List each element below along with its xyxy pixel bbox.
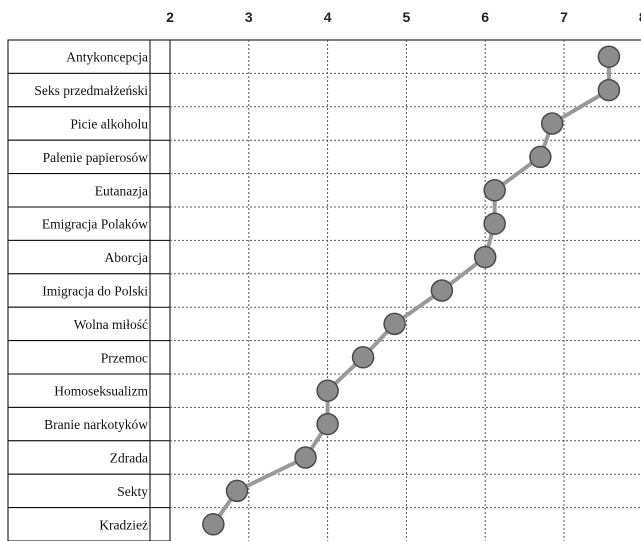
category-label: Imigracja do Polski: [42, 284, 148, 299]
data-point: [597, 45, 621, 68]
data-point: [473, 245, 497, 269]
grid: [169, 39, 641, 541]
category-label: Palenie papierosów: [43, 150, 149, 165]
data-point: [351, 346, 375, 369]
x-tick-label-2: 2: [166, 9, 174, 25]
category-label-box: [7, 72, 151, 108]
category-labels: Antykoncepcja Seks przedmałżeński Picie al…: [7, 39, 170, 541]
category-label-box: [7, 173, 151, 208]
data-point: [483, 212, 506, 235]
category-label-box: [7, 440, 151, 475]
category-label: Sekty: [117, 484, 148, 499]
data-point: [225, 479, 249, 503]
category-label: Emigracja Polaków: [42, 217, 148, 232]
data-point: [294, 446, 317, 469]
category-label-box: [7, 507, 151, 541]
category-label: Zdrada: [110, 451, 148, 466]
data-point: [316, 412, 339, 436]
category-label-box: [7, 139, 151, 175]
category-label-box: [7, 473, 151, 509]
category-label: Seks przedmałżeński: [34, 83, 148, 98]
category-label: Picie alkoholu: [70, 117, 148, 132]
data-point: [597, 78, 621, 102]
x-tick-label-6: 6: [481, 9, 489, 25]
category-label: Homoseksualizm: [54, 384, 148, 399]
x-tick-label-3: 3: [245, 9, 253, 25]
x-tick-label-5: 5: [403, 9, 411, 25]
x-tick-label-4: 4: [324, 9, 332, 25]
data-point: [529, 145, 552, 169]
data-point: [316, 379, 339, 402]
x-tick-label-8: 8: [639, 9, 641, 25]
category-label-box: [7, 406, 151, 442]
category-label: Przemoc: [101, 350, 148, 365]
category-label: Antykoncepcja: [66, 50, 148, 65]
data-point: [202, 513, 225, 536]
data-point: [540, 112, 564, 135]
x-tick-label-7: 7: [560, 9, 568, 25]
category-label-box: [7, 39, 151, 74]
category-label-box: [7, 373, 151, 408]
category-label-box: [7, 106, 151, 141]
data-point: [483, 179, 506, 202]
category-label-box: [7, 206, 151, 241]
data-point: [383, 312, 406, 336]
x-axis-ticks: 2 3 4 5 6 7 8: [166, 9, 641, 25]
category-label: Aborcja: [105, 250, 148, 265]
category-label: Eutanazja: [95, 183, 148, 198]
data-point: [430, 279, 454, 302]
plot-frame: [169, 39, 641, 541]
data-series: [202, 45, 621, 536]
category-label: Wolna miłość: [74, 317, 148, 332]
category-label-box: [7, 340, 151, 375]
category-label: Branie narkotyków: [44, 417, 148, 432]
category-label: Kradzież: [99, 517, 148, 532]
